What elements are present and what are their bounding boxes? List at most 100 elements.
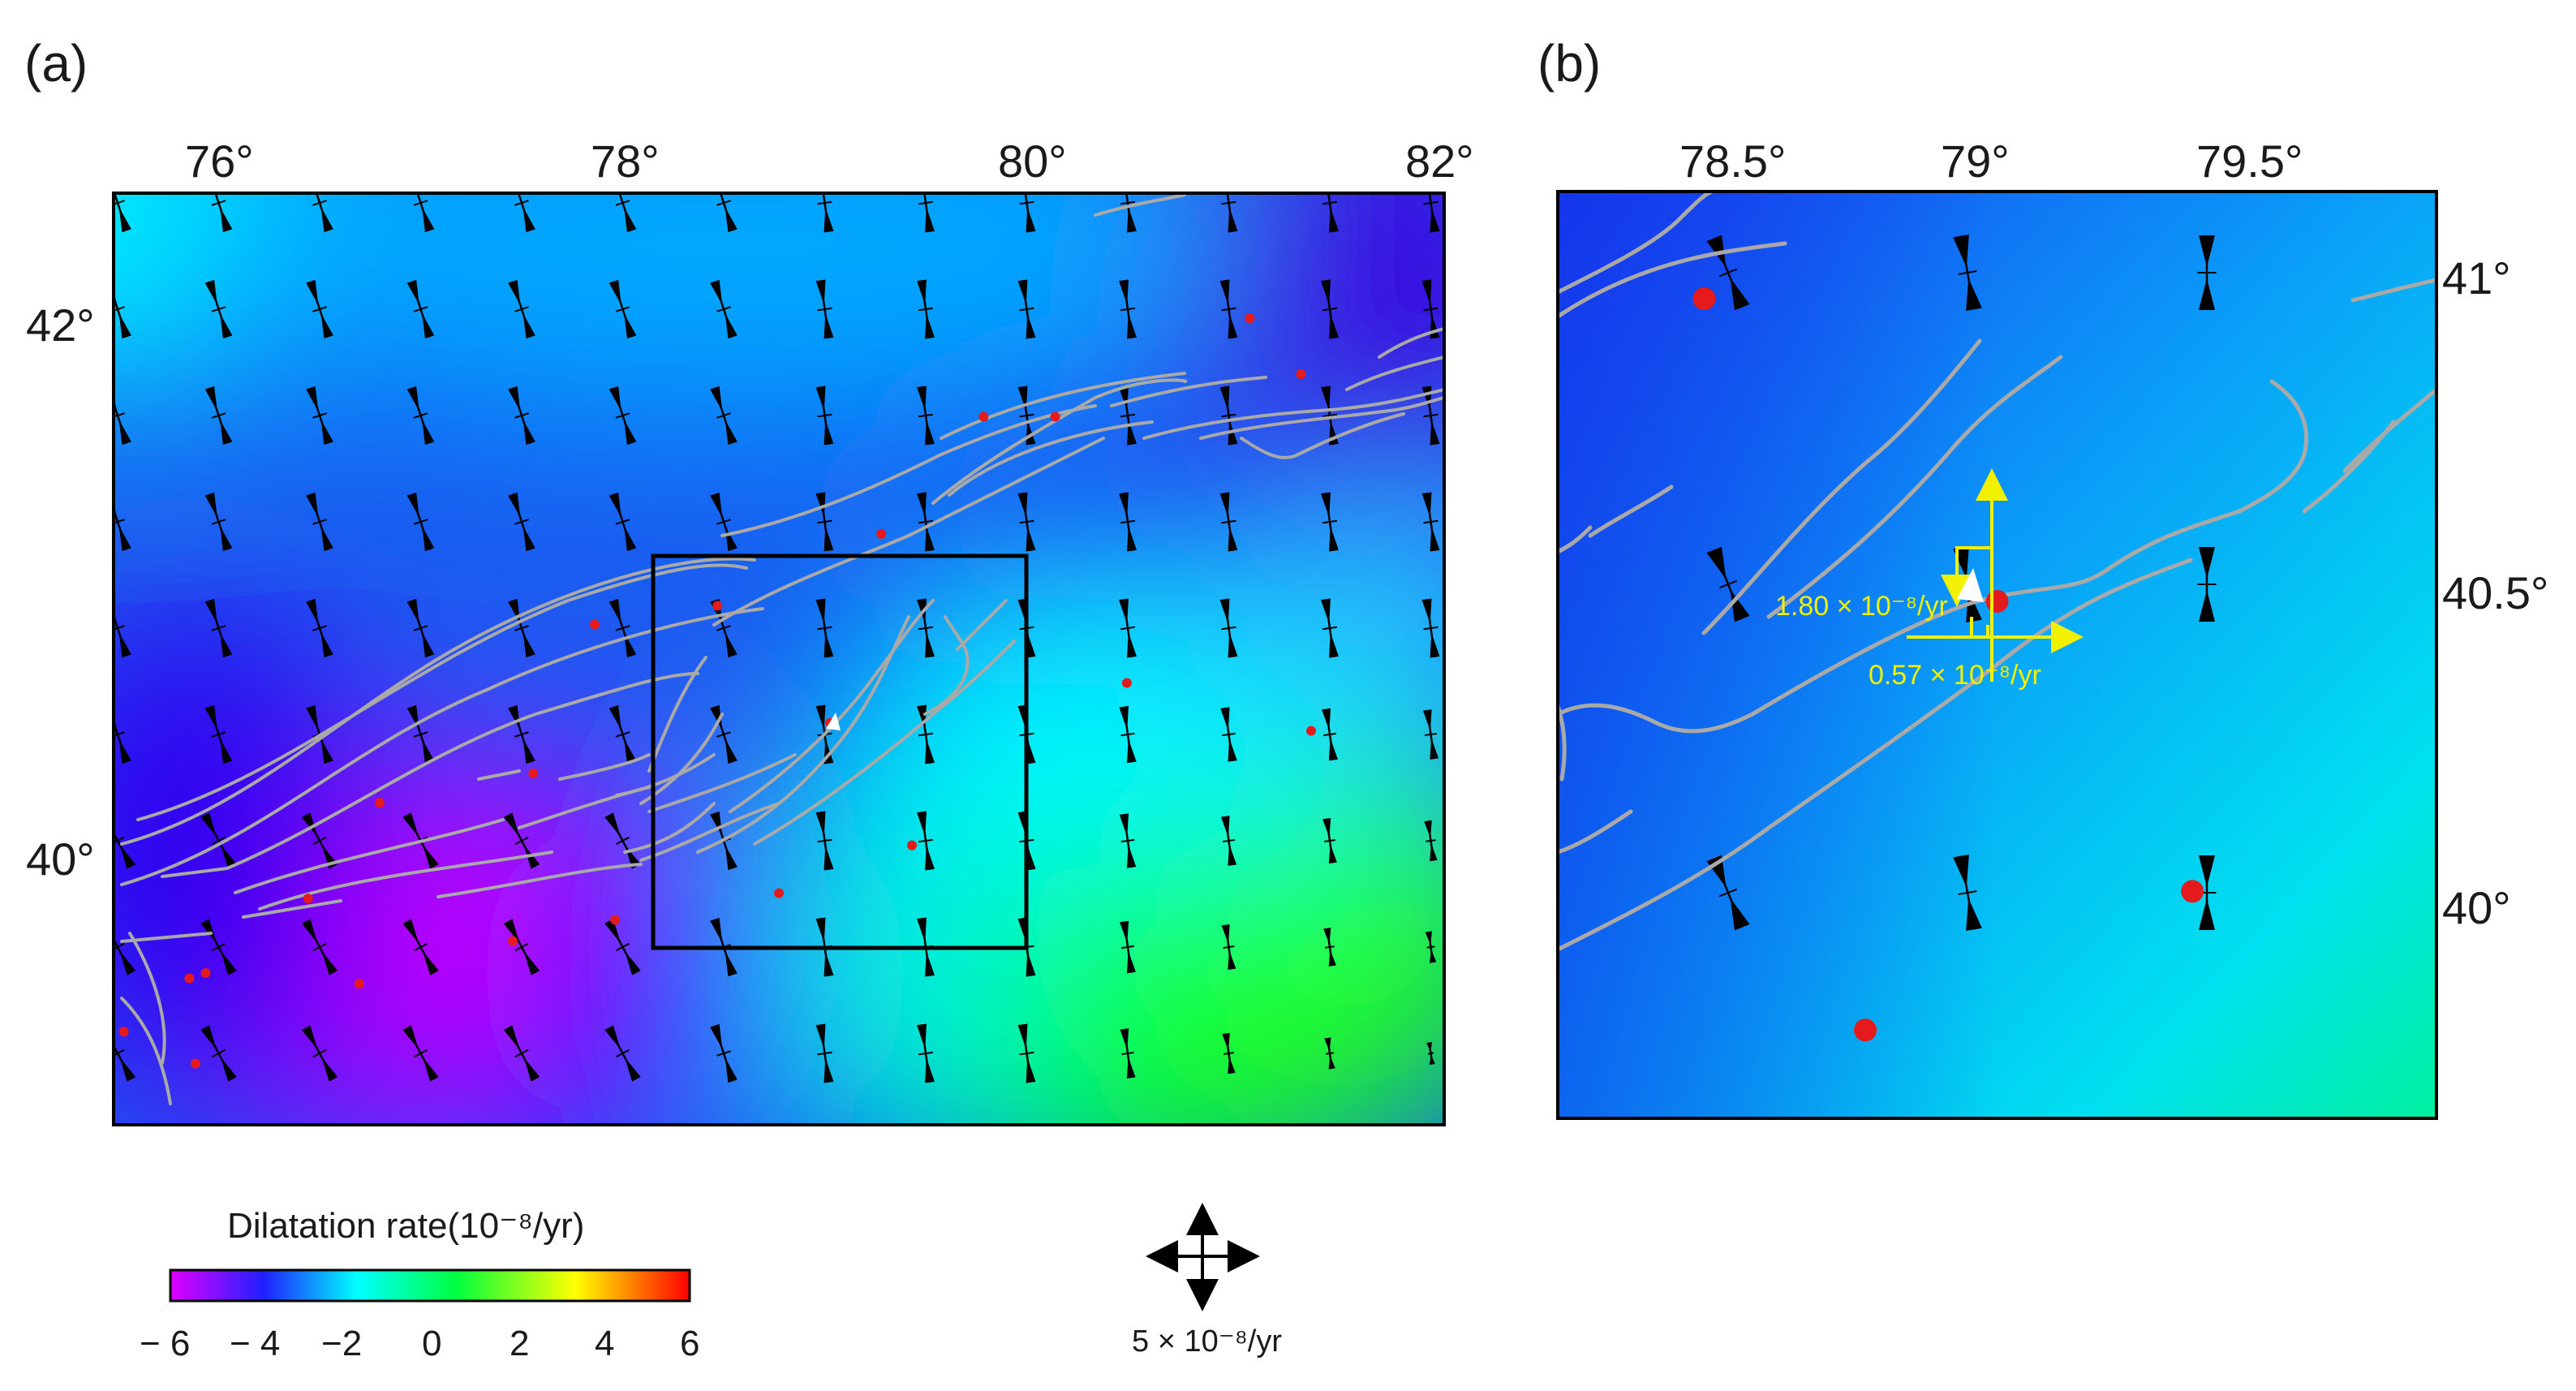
strain-cross xyxy=(1119,813,1137,868)
strain-cross xyxy=(204,193,233,233)
strain-cross xyxy=(815,1023,834,1083)
lat-tick-b-40.5: 40.5° xyxy=(2442,567,2548,618)
strain-cross xyxy=(503,919,540,975)
strain-scale xyxy=(1146,1203,1260,1311)
earthquake-marker xyxy=(303,894,313,904)
strain-cross xyxy=(917,279,935,339)
strain-cross xyxy=(1426,1042,1435,1065)
earthquake-marker xyxy=(1985,589,2009,613)
strain-cross xyxy=(710,492,738,552)
strain-cross xyxy=(1017,1023,1036,1083)
strain-cross xyxy=(1424,820,1438,862)
lon-tick-a-82: 82° xyxy=(1405,136,1474,187)
colorbar-ramp xyxy=(169,1268,691,1303)
earthquake-marker xyxy=(1692,287,1716,311)
strain-cross xyxy=(815,193,834,233)
lon-tick-b-79: 79° xyxy=(1941,136,2010,187)
lat-tick-b-41: 41° xyxy=(2442,252,2511,304)
strain-cross xyxy=(306,492,333,552)
strain-cross xyxy=(306,279,333,339)
strain-cross xyxy=(917,1023,935,1083)
colorbar: Dilatation rate(10⁻⁸/yr) − 6 − 4 −2 0 2 … xyxy=(140,1206,699,1363)
strain-cross xyxy=(114,279,131,339)
strain-cross xyxy=(114,704,131,764)
gps-station-marker-b xyxy=(1957,568,1984,602)
strain-annotation-1: 1.80 × 10⁻⁸/yr xyxy=(1775,591,1948,622)
strain-cross xyxy=(917,598,935,658)
colorbar-tick-n6: − 6 xyxy=(140,1324,190,1363)
earthquake-marker xyxy=(589,619,600,630)
study-area-box xyxy=(651,553,1029,950)
strain-cross xyxy=(406,492,435,552)
strain-cross xyxy=(1120,920,1136,974)
strain-cross xyxy=(815,811,834,871)
strain-cross xyxy=(1421,598,1440,658)
earthquake-marker xyxy=(712,601,723,611)
strain-cross xyxy=(1321,279,1339,339)
strain-cross xyxy=(609,385,637,446)
strain-cross xyxy=(406,279,435,339)
gps-station-marker-a xyxy=(826,713,841,730)
strain-cross xyxy=(1222,1032,1236,1074)
strain-cross xyxy=(1219,193,1238,233)
strain-cross xyxy=(1017,492,1036,552)
strain-cross xyxy=(917,385,935,446)
strain-cross xyxy=(609,193,637,233)
lon-tick-b-79.5: 79.5° xyxy=(2196,136,2303,187)
dilatation-field-b: 1.80 × 10⁻⁸/yr 0.57 × 10⁻⁸/yr xyxy=(1558,192,2436,1118)
strain-cross xyxy=(508,385,535,446)
strain-cross xyxy=(1219,598,1238,658)
strain-cross xyxy=(1321,598,1339,658)
earthquake-marker xyxy=(190,1058,200,1069)
strain-cross xyxy=(1321,193,1339,233)
strain-cross xyxy=(114,812,136,869)
strain-annotation-2: 0.57 × 10⁻⁸/yr xyxy=(1869,660,2041,691)
lon-tick-a-76: 76° xyxy=(185,136,254,187)
strain-cross xyxy=(406,193,435,233)
strain-cross xyxy=(710,193,738,233)
earthquake-marker xyxy=(1296,369,1306,380)
strain-cross xyxy=(710,385,738,446)
strain-cross xyxy=(508,598,535,658)
earthquake-marker xyxy=(375,798,385,808)
strain-cross xyxy=(204,598,233,658)
strain-cross xyxy=(1119,492,1137,552)
strain-cross xyxy=(815,492,834,552)
strain-cross xyxy=(306,598,333,658)
strain-cross xyxy=(306,193,333,233)
strain-cross xyxy=(301,1025,338,1082)
strain-crosses-b xyxy=(1706,234,2217,932)
earthquake-marker xyxy=(1121,678,1132,688)
earthquake-marker xyxy=(184,973,195,984)
strain-cross xyxy=(1425,931,1437,963)
strain-cross xyxy=(204,492,233,552)
strain-cross xyxy=(200,1025,237,1082)
strain-cross xyxy=(1119,279,1137,339)
strain-cross xyxy=(1219,492,1238,552)
strain-cross xyxy=(204,279,233,339)
strain-cross xyxy=(1119,193,1137,233)
strain-cross xyxy=(2197,855,2217,930)
strain-cross xyxy=(917,492,935,552)
strain-cross xyxy=(1706,855,1750,931)
strain-cross xyxy=(200,812,237,869)
strain-cross xyxy=(1220,816,1237,866)
strain-cross xyxy=(306,385,333,446)
strain-cross xyxy=(2197,547,2217,622)
strain-cross xyxy=(1953,234,1982,312)
strain-cross xyxy=(200,919,237,975)
strain-cross xyxy=(114,193,131,233)
strain-cross xyxy=(114,1025,136,1082)
colorbar-title: Dilatation rate(10⁻⁸/yr) xyxy=(227,1206,584,1246)
strain-cross xyxy=(508,492,535,552)
strain-cross xyxy=(1119,705,1137,764)
earthquake-marker xyxy=(610,915,621,925)
earthquake-marker xyxy=(876,528,887,539)
panel-b-map: 1.80 × 10⁻⁸/yr 0.57 × 10⁻⁸/yr xyxy=(1556,190,2438,1120)
strain-cross xyxy=(508,704,535,764)
principal-strain-glyph xyxy=(1907,468,2084,682)
strain-cross xyxy=(1220,707,1237,762)
strain-cross xyxy=(1120,1028,1136,1079)
earthquake-marker xyxy=(1245,313,1255,324)
